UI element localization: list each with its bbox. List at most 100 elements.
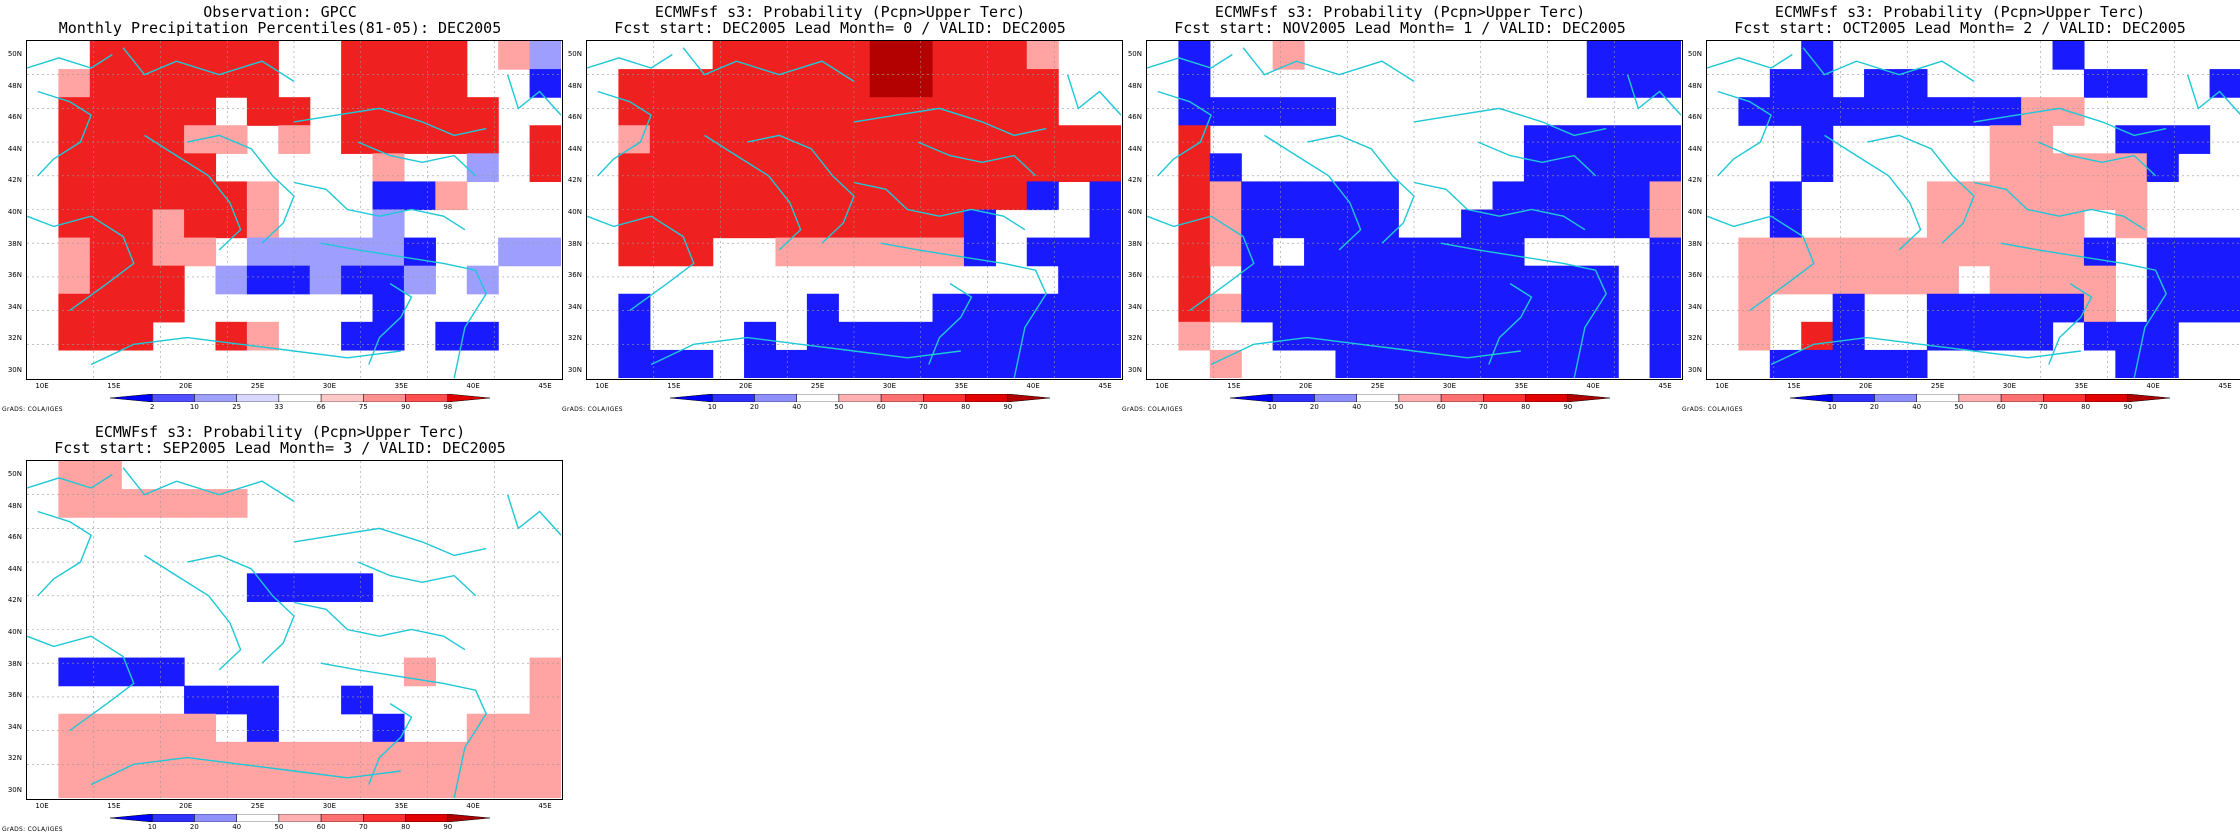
grid-cell — [744, 181, 777, 211]
grid-cell — [1926, 209, 1959, 239]
grid-cell — [869, 181, 902, 211]
coastline — [37, 510, 92, 597]
map-canvas — [1707, 41, 2240, 378]
coastline — [1717, 90, 1772, 177]
coastline — [2186, 74, 2240, 116]
grid-cell — [1832, 237, 1865, 267]
latitude-label: 40N — [1127, 208, 1142, 216]
grid-cell — [1272, 209, 1305, 239]
grid-cell — [1618, 125, 1651, 154]
colorbar-swatch — [880, 394, 924, 402]
latitude-label: 34N — [567, 302, 582, 311]
coastline — [1973, 181, 2146, 231]
grid-cell — [1649, 181, 1681, 211]
grid-cell — [1649, 265, 1681, 295]
grid-cell — [1089, 181, 1121, 211]
grid-cell — [152, 265, 185, 295]
map-canvas — [1147, 41, 1681, 378]
grid-cell — [995, 321, 1028, 351]
colorbar-swatch — [711, 394, 755, 402]
grid-cell — [1989, 321, 2022, 351]
longitude-label: 20E — [1299, 382, 1313, 390]
grid-cell — [215, 265, 248, 295]
colorbar-swatch — [796, 394, 840, 402]
grid-cell — [1089, 293, 1121, 323]
grid-cell — [89, 741, 122, 771]
grid-cell — [1429, 293, 1462, 323]
grid-cell — [1461, 293, 1494, 323]
colorbar — [1790, 394, 2170, 402]
grid-cell — [1989, 97, 2022, 126]
grid-cell — [1895, 349, 1928, 378]
grid-cell — [618, 153, 651, 183]
colorbar-label: 98 — [443, 403, 453, 411]
coastline — [597, 90, 652, 177]
panel-subtitle: Fcst start: SEP2005 Lead Month= 3 / VALI… — [54, 439, 506, 457]
grid-cell — [2115, 181, 2148, 211]
latitude-label: 48N — [1687, 81, 1702, 90]
grid-cell — [1649, 41, 1681, 70]
grid-cell — [498, 41, 531, 70]
grid-cell — [498, 713, 531, 743]
grid-cell — [681, 153, 714, 183]
grid-cell — [1523, 153, 1556, 183]
grid-cell — [1555, 321, 1588, 351]
grid-cell — [1738, 237, 1771, 267]
longitude-label: 35E — [394, 382, 408, 390]
grid-cell — [869, 209, 902, 239]
grid-cell — [184, 237, 217, 267]
coastline — [1157, 90, 1212, 177]
grid-cell — [1026, 97, 1059, 126]
latitude-label: 30N — [1127, 366, 1142, 374]
coastline — [187, 554, 295, 664]
coastline — [1264, 134, 1362, 251]
longitude-label: 45E — [538, 382, 552, 390]
grid-cell — [932, 181, 965, 211]
latitude-label: 44N — [1687, 144, 1702, 153]
grid-cell — [963, 41, 996, 70]
coastline — [506, 494, 561, 536]
longitude-label: 15E — [107, 382, 121, 390]
grid-cell — [932, 41, 965, 70]
grid-cell — [152, 181, 185, 211]
grid-cell — [1832, 97, 1865, 126]
colorbar-label: 80 — [961, 403, 971, 411]
grid-cell — [1618, 181, 1651, 211]
grid-cell — [246, 181, 279, 211]
longitude-label: 40E — [1586, 382, 1600, 390]
colorbar-swatch — [1398, 394, 1442, 402]
colorbar-swatch — [320, 394, 364, 402]
grid-cell — [89, 209, 122, 239]
grid-cell — [529, 657, 561, 687]
colorbar-swatch — [670, 394, 713, 402]
grid-cell — [1492, 181, 1525, 211]
grid-cell — [2178, 265, 2211, 295]
grid-cell — [341, 685, 374, 715]
grid-cell — [246, 685, 279, 715]
grid-cell — [1241, 209, 1274, 239]
grid-cell — [1618, 209, 1651, 239]
coastline — [1147, 53, 1233, 69]
grid-cell — [2083, 321, 2116, 351]
colorbar-swatch — [363, 814, 406, 822]
grid-cell — [529, 741, 561, 771]
grid-cell — [2146, 265, 2179, 295]
grid-cell — [89, 321, 122, 351]
map-panel-5: ECMWFsf s3: Probability (Pcpn>Upper Terc… — [0, 420, 563, 840]
grid-cell — [58, 741, 91, 771]
grid-cell — [58, 713, 91, 743]
grid-cell — [89, 125, 122, 154]
latitude-label: 46N — [1127, 113, 1142, 122]
grid-cell — [152, 237, 185, 267]
grid-cell — [963, 209, 996, 239]
grid-cell — [89, 237, 122, 267]
grid-cell — [184, 69, 217, 98]
grid-cell — [618, 69, 651, 98]
latitude-label: 30N — [1687, 366, 1702, 374]
grid-cell — [309, 741, 342, 771]
coastline — [1413, 181, 1586, 231]
longitude-label: 45E — [1658, 382, 1672, 390]
grid-cell — [775, 97, 808, 126]
grid-cell — [1586, 321, 1619, 351]
grid-cell — [1618, 69, 1651, 98]
